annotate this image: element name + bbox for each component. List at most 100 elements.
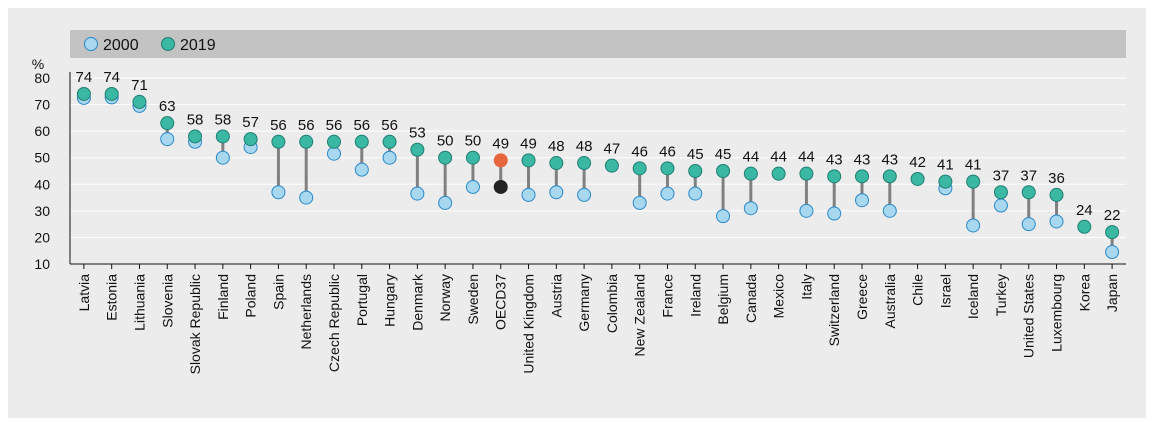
y-axis: 10 20 30 40 50 60 70 80 (34, 70, 71, 272)
value-label-2019: 56 (326, 117, 343, 134)
x-tick-label: Australia (882, 274, 898, 329)
data-points (76, 86, 1120, 260)
point-2000 (465, 179, 480, 194)
x-tick-label: Czech Republic (326, 274, 342, 372)
point-2019 (1021, 185, 1036, 200)
point-2000 (382, 150, 397, 165)
value-label-2019: 24 (1076, 202, 1093, 219)
point-2019 (604, 158, 619, 173)
x-tick-label: France (659, 274, 675, 318)
point-2019 (354, 134, 369, 149)
value-label-2019: 44 (798, 149, 815, 166)
x-tick-label: Israel (937, 274, 953, 308)
legend: 2000 2019 (84, 37, 216, 54)
point-2000 (1021, 217, 1036, 232)
point-2019 (76, 86, 91, 101)
y-tick-label: 20 (34, 229, 50, 245)
value-label-2019: 50 (437, 133, 454, 150)
x-tick-label: Austria (548, 274, 564, 318)
point-2000 (299, 190, 314, 205)
value-label-2019: 49 (492, 135, 509, 152)
x-tick-label: Slovenia (159, 274, 175, 328)
stems (82, 93, 1114, 253)
value-label-2019: 43 (854, 151, 871, 168)
point-2019 (104, 86, 119, 101)
point-2019 (1077, 219, 1092, 234)
value-label-2019: 53 (409, 125, 426, 142)
point-2019 (743, 166, 758, 181)
x-tick-label: Greece (854, 274, 870, 320)
value-label-2019: 56 (353, 117, 370, 134)
point-2000 (716, 209, 731, 224)
point-2000 (410, 186, 425, 201)
point-2019 (577, 156, 592, 171)
point-2000 (660, 186, 675, 201)
point-2019 (271, 134, 286, 149)
point-2019 (1105, 225, 1120, 240)
value-label-2019: 57 (242, 114, 259, 131)
x-axis: Latvia Estonia Lithuania Slovenia Slovak Rep… (70, 263, 1126, 374)
x-tick-label: Turkey (993, 274, 1009, 316)
value-label-2019: 74 (76, 69, 93, 86)
point-2019 (549, 156, 564, 171)
x-tick-label: Finland (215, 274, 231, 320)
x-tick-label: Portugal (354, 274, 370, 326)
x-tick-label: Sweden (465, 274, 481, 325)
dot-plot-chart: 2000 2019 % 74 74 71 63 58 58 57 56 56 56 56 56 53 50… (32, 30, 1126, 374)
x-tick-label: New Zealand (632, 274, 648, 357)
point-2000 (799, 203, 814, 218)
value-label-2019: 49 (520, 135, 537, 152)
point-2000 (882, 203, 897, 218)
point-2000 (688, 186, 703, 201)
y-tick-label: 50 (34, 150, 50, 166)
point-2000 (577, 187, 592, 202)
value-label-2019: 50 (465, 133, 482, 150)
point-2000 (271, 185, 286, 200)
point-2019 (827, 169, 842, 184)
y-tick-label: 40 (34, 176, 50, 192)
value-label-2019: 22 (1104, 207, 1121, 224)
x-tick-label: Norway (437, 274, 453, 321)
x-tick-label: Denmark (409, 273, 425, 331)
value-label-2019: 41 (965, 157, 982, 174)
x-tick-label: Colombia (604, 274, 620, 333)
point-2019 (410, 142, 425, 157)
legend-bar (70, 30, 1126, 58)
point-2000 (493, 179, 508, 194)
point-2000 (521, 187, 536, 202)
value-label-2019: 63 (159, 98, 176, 115)
x-tick-label: Hungary (382, 274, 398, 327)
point-2019 (716, 164, 731, 178)
value-label-2019: 45 (715, 146, 732, 163)
point-2000 (327, 146, 341, 161)
point-2019 (188, 129, 203, 144)
point-2019 (382, 134, 397, 149)
value-label-2019: 44 (742, 149, 759, 166)
point-2019 (771, 166, 786, 181)
point-2019 (327, 134, 341, 149)
x-tick-label: Canada (743, 274, 759, 323)
point-2000 (827, 206, 842, 221)
legend-label-2000: 2000 (103, 37, 139, 54)
x-tick-label: Italy (798, 274, 814, 300)
point-2019 (966, 174, 981, 189)
point-2000 (993, 198, 1008, 213)
x-tick-label: Germany (576, 274, 592, 332)
point-2019 (215, 129, 230, 144)
point-2019 (438, 150, 453, 165)
point-2019 (132, 94, 147, 109)
value-label-2019: 43 (881, 151, 898, 168)
value-label-2019: 46 (631, 143, 648, 160)
chart-panel: 2000 2019 % 74 74 71 63 58 58 57 56 56 56 56 56 53 50… (8, 8, 1146, 418)
point-2019 (493, 153, 508, 168)
value-label-2019: 36 (1048, 170, 1065, 187)
point-2000 (438, 195, 453, 210)
legend-label-2019: 2019 (180, 37, 216, 54)
value-label-2019: 48 (576, 138, 593, 155)
x-tick-label: Poland (243, 274, 259, 318)
y-tick-label: 10 (34, 256, 50, 272)
point-2000 (549, 185, 564, 200)
point-2000 (1105, 245, 1120, 260)
point-2019 (660, 161, 675, 176)
value-label-2019: 56 (381, 117, 398, 134)
